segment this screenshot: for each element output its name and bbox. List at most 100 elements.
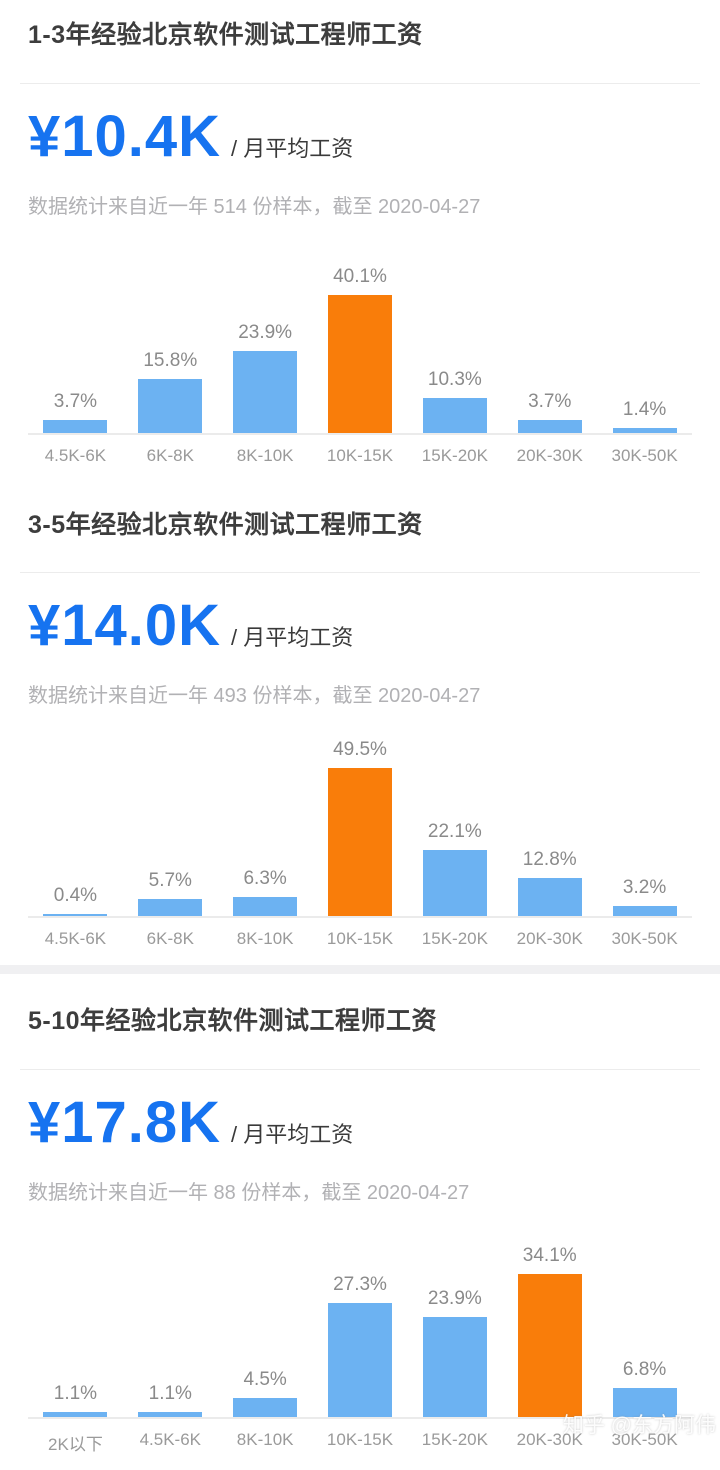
bar-value-label: 3.2% [622, 877, 667, 898]
bar-value-label: 6.8% [622, 1358, 667, 1380]
bar-value-label: 34.1% [522, 1244, 577, 1266]
bar-value-label: 1.1% [148, 1382, 192, 1404]
bar [43, 1411, 108, 1417]
category-label: 15K-20K [421, 929, 488, 948]
average-salary-suffix: / 月平均工资 [231, 625, 354, 650]
category-label: 4.5K-6K [44, 929, 107, 948]
bar-highlighted [328, 294, 392, 433]
chart-x-axis-labels: 4.5K-6K 6K-8K 8K-10K 10K-15K 15K-20K 20K-30K 3… [28, 432, 692, 466]
bar-column: 23.9% [218, 233, 313, 433]
chart-bars-row: 1.1% 1.1% 4.5% 27.3% 23.9% 34.1% 6.8% [28, 1219, 692, 1417]
bar [612, 1387, 677, 1417]
category-label: 20K-30K [516, 929, 583, 948]
bar [138, 378, 203, 433]
category-label: 15K-20K [421, 1429, 488, 1449]
bar-value-label: 15.8% [143, 349, 198, 371]
bar-column: 6.8% [597, 1219, 692, 1417]
category-label: 30K-50K [611, 929, 678, 948]
bar-column: 0.4% [28, 722, 123, 916]
category-label: 10K-15K [326, 1429, 394, 1449]
bar [138, 1411, 203, 1417]
bar-column: 6.3% [218, 722, 313, 916]
bar-column: 1.1% [28, 1219, 123, 1417]
average-salary-value: ¥14.0K [28, 593, 222, 658]
bar-column: 5.7% [123, 722, 218, 916]
section-separator-band [0, 965, 720, 974]
bar-column: 22.1% [407, 722, 502, 916]
salary-distribution-bar-chart: 1.1% 1.1% 4.5% 27.3% 23.9% 34.1% 6.8% 2K以下 4.5K-… [28, 1219, 692, 1455]
category-label: 20K-30K [516, 1429, 583, 1449]
bar [233, 1397, 298, 1417]
bar-column: 15.8% [123, 233, 218, 433]
category-label: 8K-10K [236, 929, 294, 948]
bar-value-label: 3.7% [53, 390, 98, 412]
bar-highlighted [517, 1273, 582, 1417]
average-salary-value: ¥17.8K [28, 1089, 222, 1155]
average-salary-value: ¥10.4K [28, 103, 222, 169]
bar [43, 419, 108, 433]
bar-value-label: 23.9% [238, 321, 293, 343]
bar [422, 1316, 487, 1417]
bar-column: 1.1% [123, 1219, 218, 1417]
bar-value-label: 1.4% [622, 398, 667, 420]
bar [43, 914, 108, 916]
sample-info: 数据统计来自近一年 493 份样本，截至 2020-04-27 [28, 685, 481, 707]
category-label: 10K-15K [326, 929, 394, 948]
bar-value-label: 40.1% [333, 265, 387, 287]
bar [422, 850, 487, 916]
category-label: 8K-10K [236, 445, 294, 465]
category-label: 2K以下 [48, 1434, 103, 1454]
bar-column: 49.5% [313, 722, 408, 916]
average-salary-row: ¥10.4K / 月平均工资 [28, 103, 692, 169]
category-label: 6K-8K [146, 445, 194, 465]
bar-value-label: 6.3% [243, 868, 287, 889]
chart-bars-row: 3.7% 15.8% 23.9% 40.1% 10.3% 3.7% 1.4% [28, 233, 692, 433]
bar [422, 397, 487, 433]
bar [233, 350, 298, 433]
divider [20, 1068, 700, 1070]
bar-value-label: 49.5% [333, 739, 387, 760]
bar-column: 3.2% [597, 722, 692, 916]
salary-distribution-bar-chart: 3.7% 15.8% 23.9% 40.1% 10.3% 3.7% 1.4% 4.5K-6K 6… [28, 233, 692, 466]
category-label: 4.5K-6K [44, 445, 107, 465]
sample-info: 数据统计来自近一年 88 份样本，截至 2020-04-27 [28, 1181, 470, 1204]
category-label: 8K-10K [236, 1429, 294, 1449]
chart-x-axis-labels: 2K以下 4.5K-6K 8K-10K 10K-15K 15K-20K 20K-30K 30… [28, 1416, 692, 1455]
salary-section-1-3-years: 1-3年经验北京软件测试工程师工资 ¥10.4K / 月平均工资 数据统计来自近… [0, 0, 720, 466]
bar [612, 427, 677, 433]
bar-column: 23.9% [407, 1219, 502, 1417]
chart-bars-row: 0.4% 5.7% 6.3% 49.5% 22.1% 12.8% 3.2% [28, 722, 692, 916]
bar-value-label: 1.1% [53, 1382, 98, 1404]
salary-section-3-5-years: 3-5年经验北京软件测试工程师工资 ¥14.0K / 月平均工资 数据统计来自近… [0, 465, 720, 949]
bar [517, 419, 582, 433]
bar-column: 12.8% [502, 722, 597, 916]
salary-distribution-bar-chart: 0.4% 5.7% 6.3% 49.5% 22.1% 12.8% 3.2% 4.5K-6K 6K… [28, 722, 692, 949]
average-salary-row: ¥14.0K / 月平均工资 [28, 597, 692, 655]
bar-column: 10.3% [407, 233, 502, 433]
bar-value-label: 22.1% [427, 821, 482, 842]
bar-value-label: 23.9% [427, 1287, 482, 1309]
bar-highlighted [328, 768, 392, 916]
category-label: 6K-8K [146, 929, 194, 948]
category-label: 4.5K-6K [139, 1429, 201, 1449]
average-salary-suffix: / 月平均工资 [231, 1121, 354, 1147]
divider [20, 82, 700, 84]
average-salary-suffix: / 月平均工资 [231, 135, 354, 161]
salary-section-5-10-years: 5-10年经验北京软件测试工程师工资 ¥17.8K / 月平均工资 数据统计来自… [0, 974, 720, 1455]
category-label: 30K-50K [611, 445, 678, 465]
bar-column: 1.4% [597, 233, 692, 433]
bar-column: 34.1% [502, 1219, 597, 1417]
bar [612, 906, 677, 916]
bar-column: 27.3% [313, 1219, 408, 1417]
bar-column: 3.7% [502, 233, 597, 433]
divider [20, 572, 700, 573]
category-label: 30K-50K [611, 1429, 678, 1449]
bar-value-label: 5.7% [148, 870, 192, 891]
sample-info: 数据统计来自近一年 514 份样本，截至 2020-04-27 [28, 195, 481, 218]
bar-value-label: 27.3% [333, 1273, 387, 1295]
bar-value-label: 10.3% [427, 368, 482, 390]
bar-column: 3.7% [28, 233, 123, 433]
section-title: 5-10年经验北京软件测试工程师工资 [28, 1007, 438, 1035]
bar-value-label: 3.7% [528, 390, 572, 412]
